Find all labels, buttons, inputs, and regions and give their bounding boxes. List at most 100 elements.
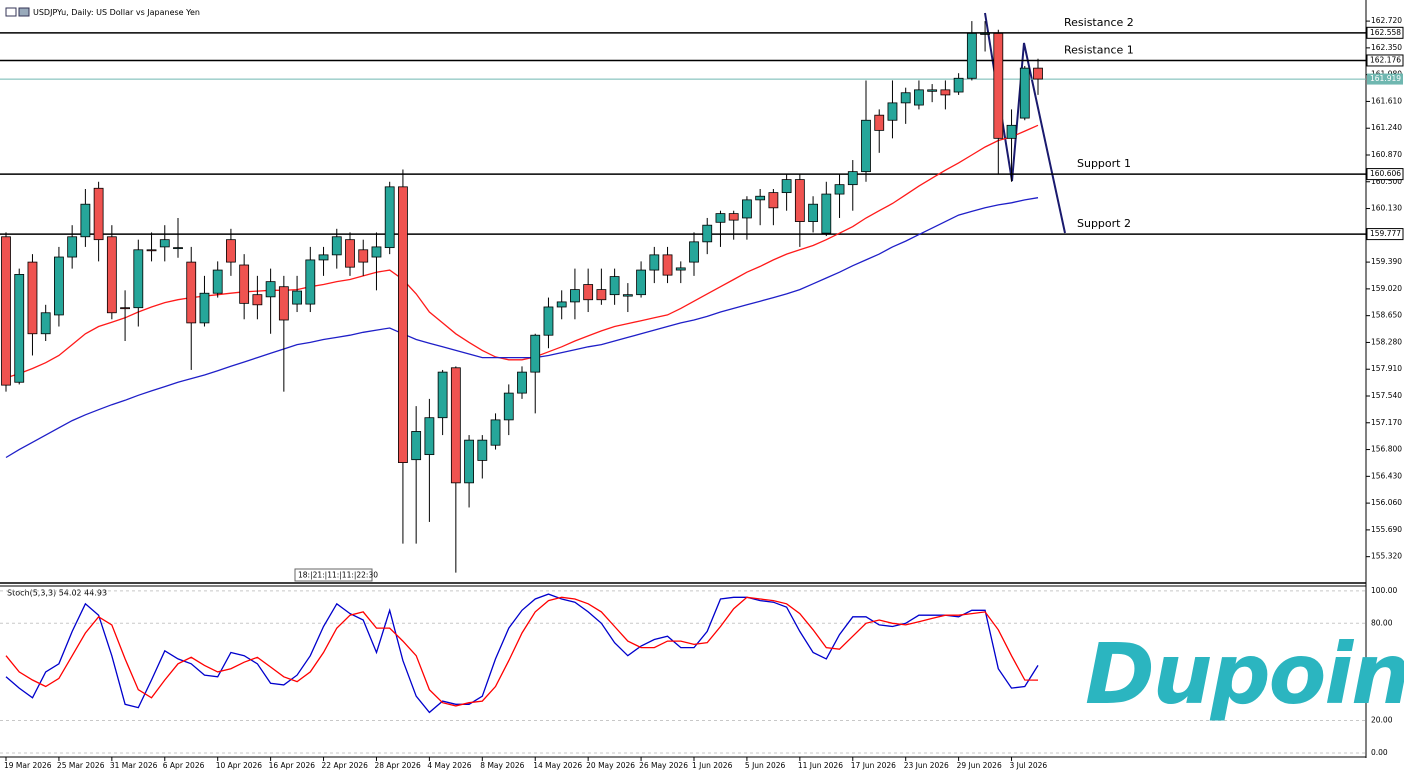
current-price-box — [1367, 73, 1403, 85]
candle-body — [106, 236, 117, 314]
candle-body — [40, 312, 51, 335]
y-tick-label: 157.540 — [1371, 391, 1402, 400]
candle-body — [226, 239, 236, 263]
x-tick-label: 8 May 2026 — [480, 761, 524, 770]
y-tick-label: 155.690 — [1371, 525, 1402, 534]
x-tick-label: 6 Apr 2026 — [163, 761, 205, 770]
candle-body — [675, 267, 686, 271]
candle-body — [411, 431, 422, 461]
candle-body — [265, 281, 276, 298]
level-label: 159.777 — [1370, 229, 1401, 238]
level-label: 162.558 — [1370, 28, 1401, 37]
level-name: Support 1 — [1077, 157, 1131, 170]
x-tick-label: 11 Jun 2026 — [798, 761, 843, 770]
candle-body — [1019, 67, 1030, 119]
candle-body — [1, 236, 11, 386]
candle-body — [662, 254, 673, 276]
tooltip-box — [294, 568, 373, 582]
y-tick-label: 160.130 — [1371, 204, 1402, 213]
candle-body — [583, 284, 594, 301]
candle-body — [980, 32, 990, 35]
candle-body — [530, 334, 541, 373]
candle-body — [834, 184, 845, 195]
candle-body — [768, 192, 779, 209]
x-tick-label: 25 Mar 2026 — [57, 761, 105, 770]
candle-body — [133, 249, 144, 309]
y-tick-label: 157.170 — [1371, 418, 1402, 427]
candle-body — [622, 294, 633, 297]
candle-body — [398, 186, 408, 463]
y-tick-label: 158.650 — [1371, 311, 1402, 320]
candle-body — [278, 286, 289, 321]
candle-body — [874, 114, 885, 131]
candle-body — [93, 187, 104, 241]
candle-body — [596, 289, 607, 301]
y-tick-label: 158.280 — [1371, 337, 1402, 346]
y-tick-label: 162.720 — [1371, 16, 1402, 25]
candle-body — [821, 193, 832, 234]
candle-body — [755, 195, 766, 201]
level-label: 160.606 — [1370, 169, 1401, 178]
candle-body — [292, 290, 302, 305]
y-tick-label: 159.020 — [1371, 284, 1402, 293]
stoch-tick-label: 0.00 — [1371, 748, 1388, 757]
candle-body — [305, 259, 316, 305]
candle-body — [437, 371, 448, 419]
candle-body — [503, 392, 514, 421]
level-box — [1366, 54, 1404, 67]
candle-body — [966, 32, 977, 79]
candle-body — [702, 224, 713, 243]
level-name: Resistance 1 — [1064, 43, 1134, 56]
candle-body — [358, 249, 369, 263]
candle-body — [239, 264, 250, 304]
candle-body — [331, 236, 342, 256]
x-tick-label: 4 May 2026 — [427, 761, 471, 770]
x-tick-label: 17 Jun 2026 — [851, 761, 896, 770]
candle-body — [728, 213, 739, 221]
candle-body — [649, 254, 660, 271]
x-tick-label: 5 Jun 2026 — [745, 761, 786, 770]
stoch-line — [5, 593, 1039, 714]
stoch-line — [5, 596, 1039, 707]
candle-body — [67, 236, 78, 258]
candle-body — [570, 289, 580, 303]
candle-body — [464, 439, 474, 484]
level-box — [1366, 168, 1404, 181]
x-tick-label: 22 Apr 2026 — [322, 761, 369, 770]
candle-body — [794, 179, 805, 222]
icon — [18, 7, 30, 17]
candle-body — [173, 247, 183, 250]
candle-body — [120, 307, 130, 310]
candle-body — [543, 306, 554, 336]
candle-body — [371, 246, 382, 258]
x-tick-label: 16 Apr 2026 — [269, 761, 316, 770]
candle-body — [159, 239, 170, 248]
candle-body — [808, 203, 818, 222]
x-tick-label: 19 Mar 2026 — [4, 761, 52, 770]
candle-body — [993, 32, 1004, 139]
level-box — [1366, 228, 1404, 241]
candle-body — [900, 92, 911, 104]
y-tick-label: 156.060 — [1371, 498, 1402, 507]
candle-body — [715, 213, 726, 223]
stoch-tick-label: 80.00 — [1371, 618, 1393, 627]
candle-body — [742, 199, 752, 219]
candle-body — [1033, 67, 1043, 80]
moving-average — [5, 124, 1039, 379]
chart-title: USDJPYu, Daily: US Dollar vs Japanese Ye… — [33, 8, 200, 17]
candle-body — [781, 179, 792, 194]
candle-body — [80, 203, 91, 238]
candle-body — [477, 439, 488, 461]
y-tick-label: 155.320 — [1371, 552, 1402, 561]
level-label: 162.176 — [1370, 55, 1401, 64]
level-box — [1366, 26, 1404, 39]
candle-body — [490, 419, 501, 446]
candle-body — [953, 77, 964, 93]
x-tick-label: 31 Mar 2026 — [110, 761, 158, 770]
time-tooltip: 18:|21:|11:|11:|22:30 — [298, 571, 378, 580]
candle-body — [345, 239, 355, 268]
y-tick-label: 156.800 — [1371, 445, 1402, 454]
candle-body — [27, 261, 38, 335]
candle-body — [199, 292, 210, 324]
